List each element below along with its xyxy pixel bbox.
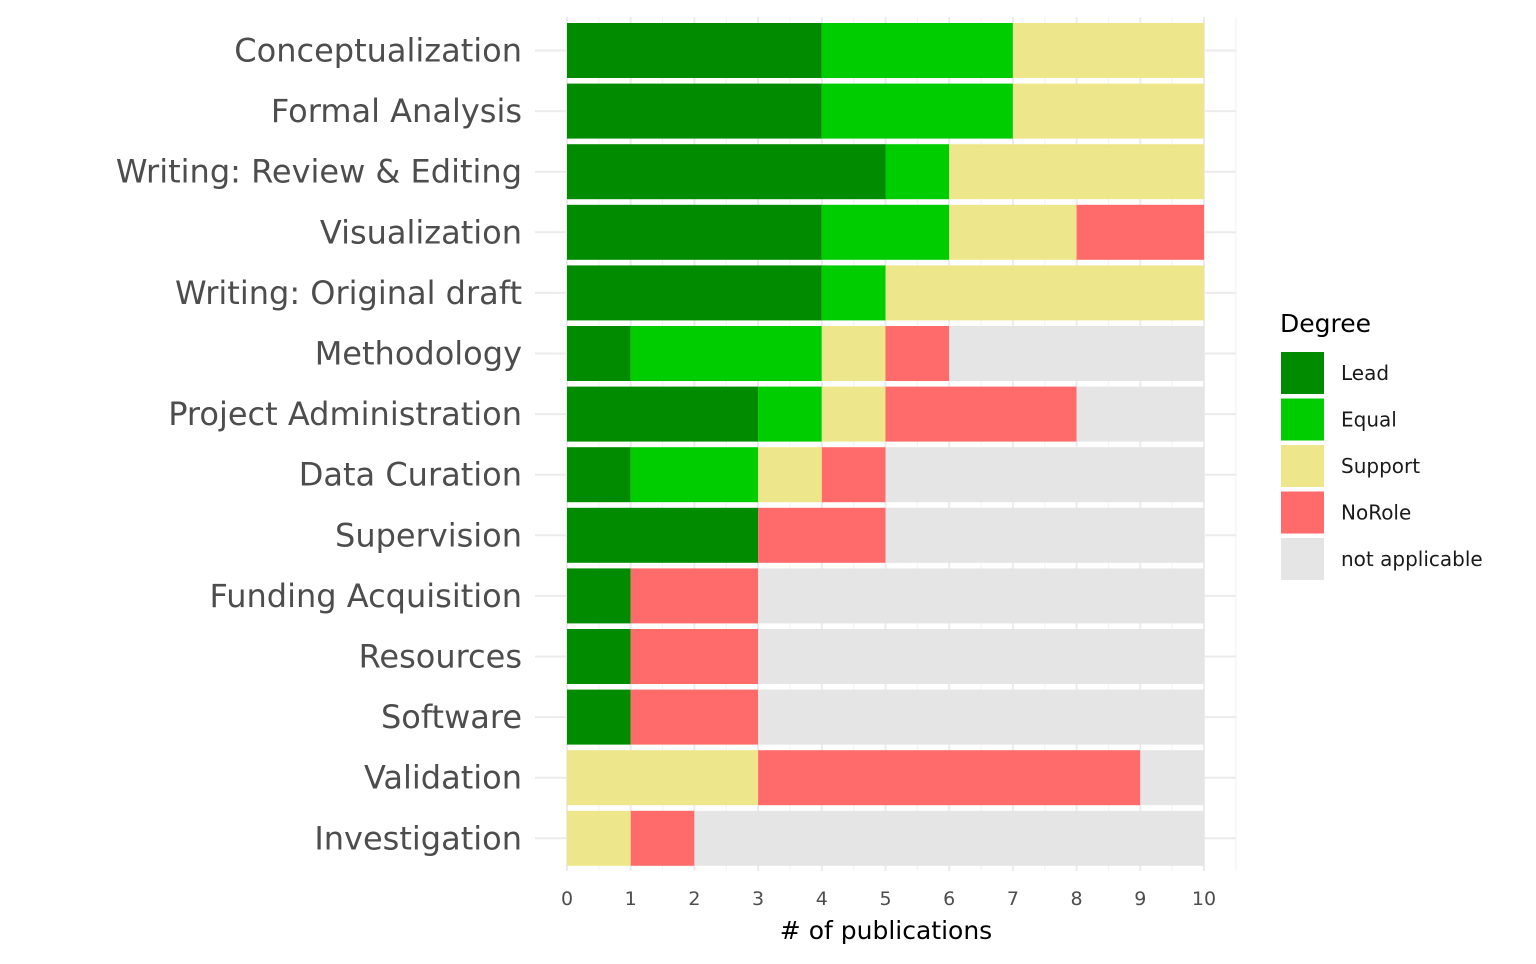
bar-resources-norole bbox=[630, 629, 759, 684]
bar-investigation-not-applicable bbox=[694, 810, 1204, 866]
bar-data-curation-support bbox=[758, 447, 822, 503]
x-tick-label: 2 bbox=[688, 888, 700, 910]
bar-visualization-norole bbox=[1076, 204, 1204, 260]
bar-methodology-not-applicable bbox=[949, 326, 1204, 381]
category-label: Funding Acquisition bbox=[210, 577, 522, 615]
category-label: Visualization bbox=[320, 213, 522, 251]
category-label: Formal Analysis bbox=[271, 92, 522, 130]
x-tick-label: 6 bbox=[943, 888, 955, 910]
bar-methodology-lead bbox=[567, 326, 631, 381]
bar-visualization-lead bbox=[567, 204, 822, 260]
bar-formal-analysis-lead bbox=[567, 83, 822, 139]
bars-layer bbox=[567, 23, 1204, 866]
category-label: Validation bbox=[364, 759, 522, 797]
bar-conceptualization-support bbox=[1012, 23, 1204, 78]
legend-label-support: Support bbox=[1341, 454, 1420, 478]
bar-project-administration-equal bbox=[758, 386, 822, 442]
bar-formal-analysis-equal bbox=[821, 83, 1013, 139]
x-tick-label: 9 bbox=[1134, 888, 1146, 910]
bar-validation-norole bbox=[758, 750, 1141, 806]
x-tick-label: 3 bbox=[752, 888, 764, 910]
bar-software-not-applicable bbox=[758, 689, 1204, 745]
bar-conceptualization-equal bbox=[821, 23, 1013, 78]
bar-data-curation-not-applicable bbox=[885, 447, 1204, 503]
bar-validation-support bbox=[567, 750, 759, 806]
bar-supervision-lead bbox=[567, 507, 759, 563]
bar-funding-acquisition-norole bbox=[630, 568, 759, 624]
bar-resources-lead bbox=[567, 629, 631, 684]
bar-writing-review-editing-support bbox=[949, 144, 1204, 200]
bar-project-administration-norole bbox=[885, 386, 1077, 442]
x-axis-ticks: 0 1 2 3 4 5 6 7 8 9 10 bbox=[561, 888, 1216, 910]
bar-investigation-support bbox=[567, 810, 631, 866]
bar-writing-original-draft-equal bbox=[821, 265, 886, 321]
legend-swatch-not-applicable bbox=[1281, 538, 1324, 580]
bar-software-lead bbox=[567, 689, 631, 745]
legend-label-lead: Lead bbox=[1341, 361, 1389, 385]
legend: Degree Lead Equal Support NoRole not applica… bbox=[1280, 309, 1483, 580]
x-tick-label: 5 bbox=[879, 888, 891, 910]
bar-validation-not-applicable bbox=[1140, 750, 1204, 806]
bar-supervision-norole bbox=[758, 507, 886, 563]
bar-project-administration-lead bbox=[567, 386, 759, 442]
bar-methodology-equal bbox=[630, 326, 822, 381]
bar-project-administration-support bbox=[821, 386, 886, 442]
bar-data-curation-norole bbox=[821, 447, 886, 503]
legend-title: Degree bbox=[1280, 309, 1371, 338]
bar-funding-acquisition-lead bbox=[567, 568, 631, 624]
category-label: Methodology bbox=[315, 335, 522, 373]
x-tick-label: 4 bbox=[816, 888, 828, 910]
legend-swatch-equal bbox=[1281, 398, 1324, 441]
legend-swatch-lead bbox=[1281, 352, 1324, 394]
legend-label-not-applicable: not applicable bbox=[1341, 547, 1483, 571]
x-axis-title: # of publications bbox=[780, 916, 992, 945]
x-tick-label: 10 bbox=[1192, 888, 1216, 910]
legend-swatch-norole bbox=[1281, 491, 1324, 534]
category-label: Writing: Original draft bbox=[175, 274, 522, 312]
bar-formal-analysis-support bbox=[1012, 83, 1204, 139]
category-label: Data Curation bbox=[299, 456, 522, 494]
bar-writing-original-draft-lead bbox=[567, 265, 822, 321]
category-labels: Conceptualization Formal Analysis Writing:… bbox=[116, 32, 522, 858]
bar-writing-original-draft-support bbox=[885, 265, 1204, 321]
category-label: Resources bbox=[359, 638, 522, 676]
category-label: Supervision bbox=[335, 516, 522, 554]
bar-methodology-support bbox=[821, 326, 886, 381]
x-tick-label: 8 bbox=[1071, 888, 1083, 910]
category-label: Software bbox=[381, 698, 522, 736]
bar-writing-review-editing-equal bbox=[885, 144, 950, 200]
x-tick-label: 7 bbox=[1007, 888, 1019, 910]
bar-visualization-support bbox=[949, 204, 1077, 260]
legend-swatch-support bbox=[1281, 445, 1324, 487]
legend-label-norole: NoRole bbox=[1341, 501, 1411, 525]
bar-visualization-equal bbox=[821, 204, 950, 260]
category-label: Writing: Review & Editing bbox=[116, 153, 522, 191]
bar-investigation-norole bbox=[630, 810, 695, 866]
bar-writing-review-editing-lead bbox=[567, 144, 886, 200]
bar-resources-not-applicable bbox=[758, 629, 1204, 684]
category-label: Investigation bbox=[314, 819, 522, 857]
bar-funding-acquisition-not-applicable bbox=[758, 568, 1204, 624]
bar-conceptualization-lead bbox=[567, 23, 822, 78]
bar-data-curation-lead bbox=[567, 447, 631, 503]
x-tick-label: 1 bbox=[625, 888, 637, 910]
category-label: Project Administration bbox=[168, 395, 522, 433]
x-tick-label: 0 bbox=[561, 888, 573, 910]
bar-software-norole bbox=[630, 689, 759, 745]
bar-project-administration-not-applicable bbox=[1076, 386, 1204, 442]
bar-methodology-norole bbox=[885, 326, 950, 381]
category-label: Conceptualization bbox=[234, 32, 522, 70]
legend-label-equal: Equal bbox=[1341, 408, 1397, 432]
bar-data-curation-equal bbox=[630, 447, 759, 503]
bar-supervision-not-applicable bbox=[885, 507, 1204, 563]
